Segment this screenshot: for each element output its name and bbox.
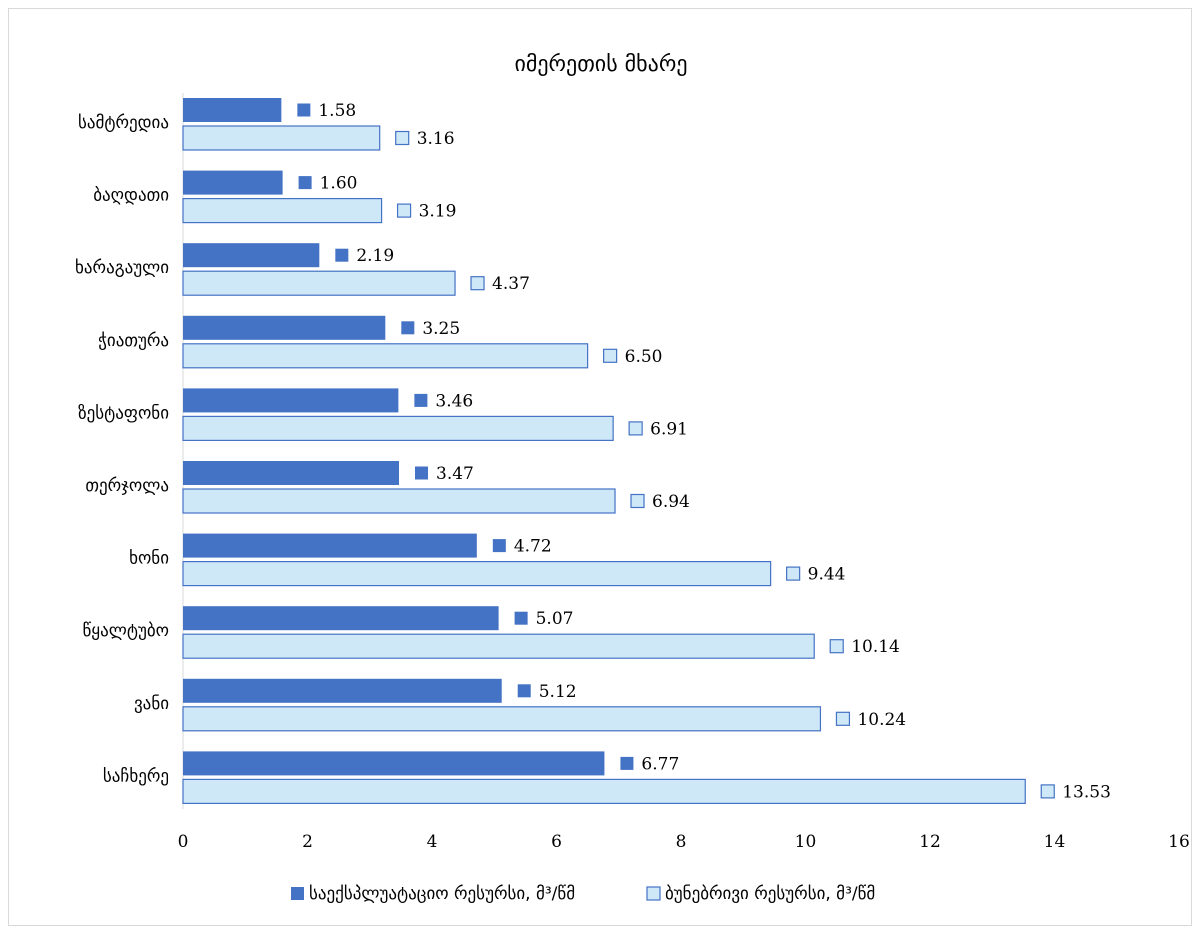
natural-bar: [182, 488, 616, 514]
natural-bar: [182, 706, 822, 732]
data-label: 3.19: [419, 202, 457, 222]
data-label: 9.44: [808, 565, 846, 585]
data-label: 6.77: [641, 754, 679, 774]
x-tick-label: 0: [178, 832, 189, 852]
exploitation-bar: [183, 170, 283, 195]
exploitation-bar: [183, 98, 282, 122]
data-label: 6.94: [652, 492, 690, 512]
data-label: 5.07: [536, 609, 574, 629]
data-label-marker: [1040, 784, 1055, 799]
data-label: 10.14: [851, 637, 900, 657]
data-label-marker: [628, 421, 643, 436]
data-label-marker: [396, 203, 412, 218]
natural-bar: [182, 125, 381, 151]
data-label-marker: [603, 348, 618, 363]
data-label-marker: [470, 276, 485, 291]
x-tick-label: 6: [551, 832, 562, 852]
legend-swatch: [291, 887, 304, 900]
x-tick-label: 14: [1044, 832, 1066, 852]
legend-entry: ბუნებრივი რესურსი, მ³/წმ: [665, 884, 875, 904]
data-label-marker: [630, 493, 645, 509]
natural-bar: [182, 343, 589, 369]
data-label-marker: [835, 711, 851, 726]
data-label: 13.53: [1062, 782, 1111, 802]
data-label-marker: [492, 539, 506, 553]
legend-swatch: [646, 886, 661, 901]
category-label: თერჯოლა: [85, 476, 169, 496]
natural-bar: [182, 778, 1026, 805]
data-label-marker: [517, 684, 531, 698]
data-label: 3.46: [435, 391, 473, 411]
data-label: 3.25: [422, 319, 460, 339]
plot-area: სამტრედია 1.58 3.16 ბაღდათი 1.60 3.19 ხარაგაულ…: [75, 93, 1190, 852]
data-label-marker: [395, 130, 410, 146]
data-label: 2.19: [356, 246, 394, 266]
legend: საექსპლუატაციო რესურსი, მ³/წმ ბუნებრივი რ…: [291, 884, 875, 904]
x-tick-label: 16: [1168, 832, 1190, 852]
natural-bar: [182, 560, 772, 587]
category-label: ვანი: [134, 694, 169, 714]
natural-bar: [182, 198, 383, 224]
legend-entry: საექსპლუატაციო რესურსი, მ³/წმ: [309, 884, 575, 904]
exploitation-bar: [183, 678, 502, 703]
x-tick-label: 12: [919, 832, 941, 852]
data-label-marker: [335, 248, 349, 262]
category-label: ჭიათურა: [98, 331, 169, 351]
exploitation-bar: [183, 461, 400, 485]
x-tick-label: 4: [427, 832, 438, 852]
x-tick-label: 2: [302, 832, 313, 852]
exploitation-bar: [183, 606, 499, 631]
data-label: 6.50: [625, 347, 663, 367]
data-label: 4.37: [492, 274, 530, 294]
exploitation-bar: [183, 751, 605, 776]
bar-chart: იმერეთის მხარე სამტრედია 1.58 3.16 ბაღდათი 1…: [75, 52, 1190, 904]
data-label: 1.60: [320, 174, 358, 194]
natural-bar: [182, 633, 815, 659]
data-label-marker: [298, 176, 312, 190]
exploitation-bar: [183, 243, 320, 268]
data-label-marker: [620, 756, 634, 770]
data-label: 10.24: [857, 710, 906, 730]
category-label: ხონი: [129, 549, 169, 569]
data-label-marker: [415, 466, 429, 480]
data-label-marker: [297, 103, 311, 117]
x-tick-label: 10: [795, 832, 817, 852]
data-label-marker: [401, 321, 415, 335]
category-label: საჩხერე: [103, 766, 169, 786]
chart-frame: იმერეთის მხარე სამტრედია 1.58 3.16 ბაღდათი 1…: [8, 8, 1192, 926]
data-label: 3.47: [436, 464, 474, 484]
data-label: 3.16: [417, 129, 455, 149]
category-label: წყალტუბო: [83, 621, 170, 641]
category-label: ბაღდათი: [93, 186, 169, 206]
exploitation-bar: [183, 533, 477, 558]
data-label: 1.58: [318, 101, 356, 121]
x-tick-label: 8: [676, 832, 687, 852]
data-label-marker: [829, 639, 844, 654]
data-label-marker: [414, 393, 428, 407]
data-label: 4.72: [514, 537, 552, 557]
category-label: ხარაგაული: [75, 258, 169, 278]
category-label: ზესტაფონი: [78, 403, 169, 423]
chart-title: იმერეთის მხარე: [514, 52, 687, 77]
data-label-marker: [786, 566, 801, 581]
data-label: 5.12: [539, 682, 577, 702]
category-label: სამტრედია: [78, 113, 169, 133]
data-label-marker: [514, 611, 528, 625]
natural-bar: [182, 415, 614, 441]
data-label: 6.91: [650, 419, 688, 439]
natural-bar: [182, 270, 456, 296]
exploitation-bar: [183, 388, 399, 413]
exploitation-bar: [183, 315, 386, 340]
